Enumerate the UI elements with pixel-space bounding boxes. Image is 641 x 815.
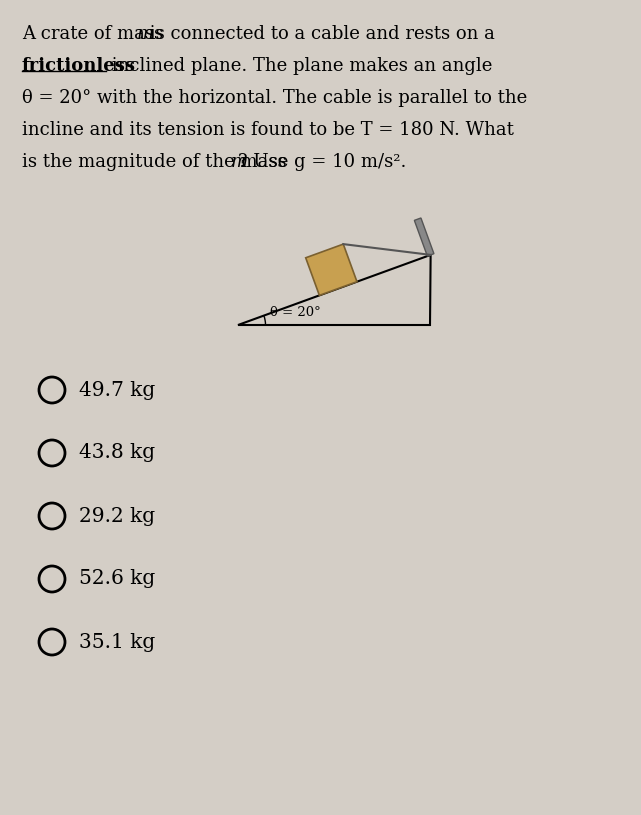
Text: is connected to a cable and rests on a: is connected to a cable and rests on a [144,25,495,43]
Polygon shape [306,244,357,295]
Text: incline and its tension is found to be T = 180 N. What: incline and its tension is found to be T… [22,121,514,139]
Text: A crate of mass: A crate of mass [22,25,169,43]
Text: 29.2 kg: 29.2 kg [79,506,155,526]
Text: 49.7 kg: 49.7 kg [79,381,155,399]
Text: m: m [231,153,248,171]
Text: 35.1 kg: 35.1 kg [79,632,155,651]
Text: ? Use g = 10 m/s².: ? Use g = 10 m/s². [238,153,406,171]
Text: frictionless: frictionless [22,57,136,75]
Text: θ = 20°: θ = 20° [270,306,320,319]
Text: θ = 20° with the horizontal. The cable is parallel to the: θ = 20° with the horizontal. The cable i… [22,89,528,107]
Text: inclined plane. The plane makes an angle: inclined plane. The plane makes an angle [106,57,492,75]
Text: m: m [137,25,154,43]
Text: 52.6 kg: 52.6 kg [79,570,155,588]
Text: 43.8 kg: 43.8 kg [79,443,155,462]
Text: is the magnitude of the mass: is the magnitude of the mass [22,153,292,171]
Polygon shape [414,218,434,256]
